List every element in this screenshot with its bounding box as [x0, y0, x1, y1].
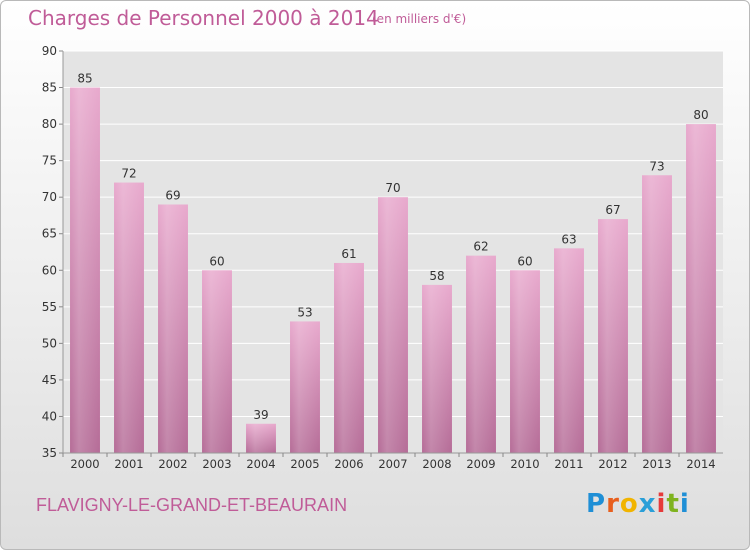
bar-highlight [554, 248, 584, 453]
x-tick-label: 2002 [158, 457, 187, 471]
logo-letter: P [586, 489, 607, 519]
bar-highlight [686, 124, 716, 453]
bar-highlight [466, 255, 496, 453]
y-tick-label: 70 [42, 190, 57, 204]
bar-highlight [290, 321, 320, 453]
y-tick-label: 55 [42, 300, 57, 314]
bar-highlight [70, 87, 100, 453]
x-tick-label: 2010 [510, 457, 539, 471]
data-label: 39 [253, 408, 268, 422]
logo-letter: t [666, 489, 680, 519]
bar-highlight [114, 182, 144, 453]
bar-highlight [202, 270, 232, 453]
y-tick-label: 80 [42, 117, 57, 131]
x-tick-label: 2013 [642, 457, 671, 471]
bar-highlight [246, 423, 276, 453]
proxiti-logo[interactable]: Proxiti [586, 489, 690, 519]
x-tick-label: 2009 [466, 457, 495, 471]
logo-letter: i [656, 489, 667, 519]
y-tick-label: 45 [42, 373, 57, 387]
y-tick-label: 85 [42, 81, 57, 95]
x-axis: 2000 2001 2002 2003 2004 2005 2006 2007 2008 2009… [62, 453, 716, 471]
logo-letter: i [679, 489, 690, 519]
chart-title: Charges de Personnel 2000 à 2014 [28, 6, 379, 30]
x-tick-label: 2003 [202, 457, 231, 471]
logo-letter: o [619, 489, 639, 519]
commune-name: FLAVIGNY-LE-GRAND-ET-BEAURAIN [36, 495, 348, 515]
x-tick-label: 2000 [70, 457, 99, 471]
data-label: 53 [297, 305, 312, 319]
chart-subtitle: (en milliers d'€) [372, 12, 467, 26]
x-tick-label: 2008 [422, 457, 451, 471]
data-label: 70 [385, 181, 400, 195]
x-tick-label: 2001 [114, 457, 143, 471]
bar-highlight [598, 219, 628, 453]
data-label: 73 [649, 159, 664, 173]
x-tick-label: 2004 [246, 457, 275, 471]
x-tick-label: 2006 [334, 457, 363, 471]
x-tick-label: 2011 [554, 457, 583, 471]
data-label: 85 [77, 72, 92, 86]
bar-highlight [510, 270, 540, 453]
bar-highlight [334, 262, 364, 453]
logo-letter: x [638, 489, 657, 519]
y-tick-label: 60 [42, 263, 57, 277]
data-label: 69 [165, 188, 180, 202]
data-label: 60 [209, 254, 224, 268]
y-tick-label: 40 [42, 409, 57, 423]
data-label: 67 [605, 203, 620, 217]
data-label: 61 [341, 247, 356, 261]
x-tick-label: 2014 [686, 457, 715, 471]
bars: 85 72 69 60 39 53 61 70 58 62 60 63 67 73 80 [70, 72, 716, 453]
bar-highlight [422, 284, 452, 453]
x-tick-label: 2012 [598, 457, 627, 471]
y-tick-label: 65 [42, 227, 57, 241]
x-tick-label: 2005 [290, 457, 319, 471]
bar-highlight [378, 197, 408, 453]
logo-letter: r [606, 489, 620, 519]
x-tick-label: 2007 [378, 457, 407, 471]
data-label: 80 [693, 108, 708, 122]
bar-highlight [158, 204, 188, 453]
y-axis: 35 40 45 50 55 60 65 70 75 80 85 90 [42, 44, 723, 460]
data-label: 72 [121, 167, 136, 181]
data-label: 62 [473, 240, 488, 254]
data-label: 60 [517, 254, 532, 268]
data-label: 58 [429, 269, 444, 283]
y-tick-label: 90 [42, 44, 57, 58]
y-tick-label: 75 [42, 154, 57, 168]
bar-highlight [642, 175, 672, 453]
y-tick-label: 50 [42, 336, 57, 350]
y-tick-label: 35 [42, 446, 57, 460]
data-label: 63 [561, 232, 576, 246]
